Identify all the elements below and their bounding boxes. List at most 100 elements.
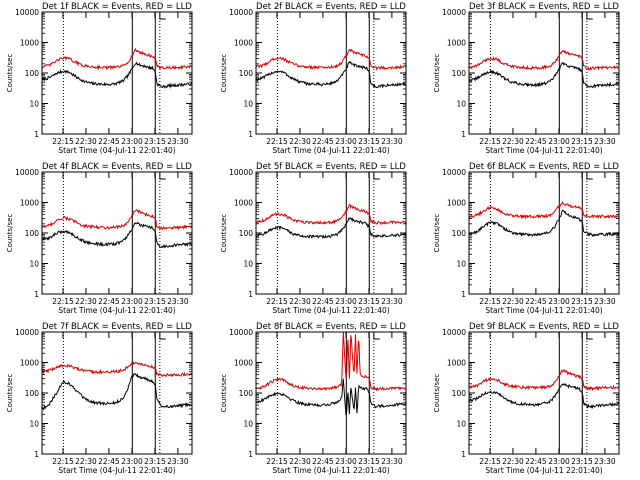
bracket-marker bbox=[373, 173, 380, 180]
panel-title: Det 1f BLACK = Events, RED = LLD bbox=[42, 2, 192, 12]
lld-series-line bbox=[255, 203, 407, 225]
x-tick-label: 23:30 bbox=[167, 137, 189, 146]
y-tick-label: 100 bbox=[239, 69, 254, 78]
y-tick-label: 10 bbox=[243, 260, 253, 269]
x-tick-label: 22:30 bbox=[502, 137, 524, 146]
bracket-marker bbox=[373, 13, 380, 20]
x-tick-label: 22:45 bbox=[312, 137, 334, 146]
y-tick-label: 10000 bbox=[15, 8, 39, 17]
y-tick-label: 10000 bbox=[442, 168, 466, 177]
events-series-line bbox=[468, 61, 620, 89]
x-axis-label: Start Time (04-Jul-11 22:01:40) bbox=[485, 146, 602, 155]
y-tick-label: 1000 bbox=[20, 359, 39, 368]
events-series-line bbox=[255, 60, 407, 89]
x-axis-label: Start Time (04-Jul-11 22:01:40) bbox=[272, 146, 389, 155]
y-tick-label: 100 bbox=[25, 69, 40, 78]
panel-6: Det 6f BLACK = Events, RED = LLD 1 10 100 10… bbox=[433, 162, 620, 315]
x-tick-label: 22:15 bbox=[52, 137, 74, 146]
lld-series-line bbox=[468, 200, 620, 220]
y-tick-label: 10000 bbox=[442, 8, 466, 17]
bracket-marker bbox=[159, 13, 166, 20]
y-tick-label: 1 bbox=[34, 450, 39, 459]
panel-7: Det 7f BLACK = Events, RED = LLD 1 10 100 10… bbox=[6, 322, 193, 475]
plot-frame bbox=[255, 171, 407, 295]
y-tick-label: 10 bbox=[456, 260, 466, 269]
events-series-line bbox=[468, 382, 620, 409]
y-tick-label: 10000 bbox=[229, 168, 253, 177]
x-tick-label: 22:45 bbox=[525, 457, 547, 466]
events-series-line bbox=[41, 221, 193, 249]
y-tick-label: 10 bbox=[29, 260, 39, 269]
panel-1: Det 1f BLACK = Events, RED = LLD 1 10 100 10… bbox=[6, 2, 193, 155]
y-axis-label: Counts/sec bbox=[220, 54, 228, 93]
y-tick-label: 1 bbox=[248, 290, 253, 299]
y-axis-label: Counts/sec bbox=[220, 214, 228, 253]
x-tick-label: 22:30 bbox=[289, 457, 311, 466]
y-tick-label: 10 bbox=[456, 100, 466, 109]
x-axis-label: Start Time (04-Jul-11 22:01:40) bbox=[58, 146, 175, 155]
panel-title: Det 5f BLACK = Events, RED = LLD bbox=[256, 162, 406, 172]
lld-series-line bbox=[41, 360, 193, 378]
bracket-marker bbox=[159, 173, 166, 180]
bracket-marker bbox=[586, 333, 593, 340]
x-tick-label: 23:00 bbox=[335, 137, 357, 146]
lld-series-line bbox=[468, 49, 620, 71]
x-tick-label: 23:15 bbox=[358, 297, 380, 306]
y-tick-label: 100 bbox=[25, 229, 40, 238]
x-tick-label: 23:30 bbox=[381, 137, 403, 146]
x-tick-label: 23:15 bbox=[571, 137, 593, 146]
bracket-marker bbox=[373, 333, 380, 340]
x-axis-label: Start Time (04-Jul-11 22:01:40) bbox=[485, 466, 602, 475]
events-series-line bbox=[468, 209, 620, 237]
lld-series-line bbox=[41, 47, 193, 71]
y-tick-label: 1 bbox=[34, 290, 39, 299]
events-series-line bbox=[41, 61, 193, 90]
x-tick-label: 22:30 bbox=[502, 297, 524, 306]
plot-frame bbox=[41, 331, 193, 455]
x-axis-label: Start Time (04-Jul-11 22:01:40) bbox=[272, 466, 389, 475]
x-tick-label: 22:30 bbox=[75, 137, 97, 146]
x-tick-label: 23:15 bbox=[358, 137, 380, 146]
x-tick-label: 22:45 bbox=[98, 297, 120, 306]
plot-frame bbox=[255, 331, 407, 455]
panel-title: Det 6f BLACK = Events, RED = LLD bbox=[469, 162, 619, 172]
x-tick-label: 22:45 bbox=[98, 137, 120, 146]
x-tick-label: 23:15 bbox=[144, 297, 166, 306]
panel-3: Det 3f BLACK = Events, RED = LLD 1 10 100 10… bbox=[433, 2, 620, 155]
bracket-marker bbox=[586, 13, 593, 20]
x-tick-label: 23:30 bbox=[594, 457, 616, 466]
y-tick-label: 100 bbox=[452, 389, 467, 398]
panel-title: Det 2f BLACK = Events, RED = LLD bbox=[256, 2, 406, 12]
y-tick-label: 10 bbox=[456, 420, 466, 429]
x-tick-label: 23:30 bbox=[167, 457, 189, 466]
plot-frame bbox=[41, 11, 193, 135]
x-tick-label: 22:15 bbox=[266, 297, 288, 306]
x-axis-label: Start Time (04-Jul-11 22:01:40) bbox=[58, 306, 175, 315]
x-tick-label: 22:15 bbox=[266, 457, 288, 466]
y-tick-label: 1000 bbox=[234, 359, 253, 368]
y-axis-label: Counts/sec bbox=[6, 54, 14, 93]
x-tick-label: 22:45 bbox=[312, 457, 334, 466]
lld-series-line bbox=[469, 369, 620, 392]
y-tick-label: 100 bbox=[452, 229, 467, 238]
x-tick-label: 22:15 bbox=[52, 457, 74, 466]
x-tick-label: 22:45 bbox=[525, 137, 547, 146]
x-tick-label: 23:00 bbox=[121, 457, 143, 466]
x-tick-label: 22:30 bbox=[289, 297, 311, 306]
events-series-line bbox=[41, 372, 193, 411]
x-tick-label: 22:30 bbox=[502, 457, 524, 466]
events-series-line bbox=[255, 217, 407, 240]
x-tick-label: 23:00 bbox=[548, 457, 570, 466]
y-axis-label: Counts/sec bbox=[6, 214, 14, 253]
x-tick-label: 23:30 bbox=[381, 297, 403, 306]
y-tick-label: 10000 bbox=[229, 8, 253, 17]
y-tick-label: 1 bbox=[461, 290, 466, 299]
y-tick-label: 100 bbox=[25, 389, 40, 398]
x-tick-label: 22:45 bbox=[312, 297, 334, 306]
x-tick-label: 23:15 bbox=[358, 457, 380, 466]
panel-8: Det 8f BLACK = Events, RED = LLD 1 10 100 10… bbox=[220, 322, 407, 475]
x-tick-label: 22:15 bbox=[479, 137, 501, 146]
y-axis-label: Counts/sec bbox=[433, 214, 441, 253]
y-tick-label: 10 bbox=[243, 420, 253, 429]
